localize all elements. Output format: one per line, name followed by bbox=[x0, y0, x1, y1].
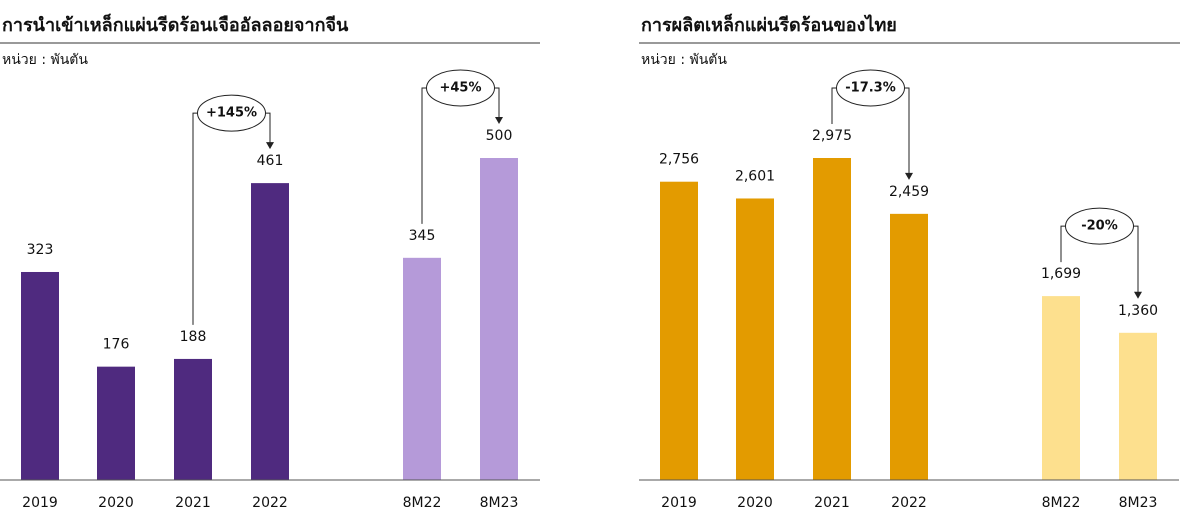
annotation-line bbox=[421, 87, 427, 224]
annotation-line bbox=[831, 87, 837, 124]
value-label: 2,975 bbox=[812, 128, 852, 144]
bar bbox=[736, 198, 774, 481]
annotation-line bbox=[265, 112, 271, 144]
value-label: 2,459 bbox=[889, 184, 929, 200]
bar bbox=[403, 257, 441, 480]
chart-subtitle: หน่วย : พันตัน bbox=[641, 52, 727, 68]
value-label: 1,699 bbox=[1041, 266, 1081, 282]
bar bbox=[660, 181, 698, 480]
bar bbox=[813, 158, 851, 480]
bar bbox=[251, 183, 289, 480]
bar bbox=[1119, 332, 1157, 480]
annotation-bubble bbox=[1065, 207, 1134, 245]
bar bbox=[97, 366, 135, 480]
annotation-arrow bbox=[1134, 291, 1142, 299]
x-tick-label: 2020 bbox=[98, 495, 134, 511]
annotation-arrow bbox=[495, 117, 503, 124]
annotation-bubble bbox=[426, 69, 495, 107]
x-tick-label: 2019 bbox=[661, 495, 697, 511]
x-tick-label: 2022 bbox=[252, 495, 288, 511]
annotation-line bbox=[1133, 225, 1139, 293]
x-tick-label: 2019 bbox=[22, 495, 58, 511]
value-label: 461 bbox=[257, 153, 284, 169]
value-label: 1,360 bbox=[1118, 303, 1158, 319]
annotation-arrow bbox=[905, 172, 913, 180]
x-tick-label: 8M23 bbox=[480, 495, 519, 511]
value-label: 2,756 bbox=[659, 152, 699, 168]
bar bbox=[480, 158, 518, 480]
value-label: 323 bbox=[27, 242, 54, 258]
annotation-line bbox=[192, 112, 198, 325]
x-tick-label: 8M23 bbox=[1119, 495, 1158, 511]
x-tick-label: 2021 bbox=[814, 495, 850, 511]
annotation-text: -17.3% bbox=[845, 81, 896, 96]
value-label: 2,601 bbox=[735, 168, 775, 184]
x-tick-label: 2020 bbox=[737, 495, 773, 511]
value-label: 345 bbox=[409, 228, 436, 244]
bar bbox=[890, 213, 928, 480]
annotation-text: -20% bbox=[1081, 219, 1118, 234]
chart-title: การนำเข้าเหล็กแผ่นรีดร้อนเจืออัลลอยจากจี… bbox=[2, 13, 349, 36]
annotation-line bbox=[1060, 225, 1066, 263]
chart-title: การผลิตเหล็กแผ่นรีดร้อนของไทย bbox=[641, 13, 897, 36]
annotation-text: +145% bbox=[206, 106, 257, 121]
bar bbox=[21, 271, 59, 480]
x-tick-label: 8M22 bbox=[1042, 495, 1081, 511]
annotation-bubble bbox=[197, 94, 266, 132]
annotation-line bbox=[494, 87, 500, 118]
chart-subtitle: หน่วย : พันตัน bbox=[2, 52, 88, 68]
value-label: 500 bbox=[486, 128, 513, 144]
x-tick-label: 8M22 bbox=[403, 495, 442, 511]
bar bbox=[174, 358, 212, 480]
value-label: 176 bbox=[103, 337, 130, 353]
bar bbox=[1042, 296, 1080, 480]
value-label: 188 bbox=[180, 329, 207, 345]
x-tick-label: 2022 bbox=[891, 495, 927, 511]
annotation-arrow bbox=[266, 142, 274, 150]
annotation-text: +45% bbox=[439, 81, 481, 96]
annotation-bubble bbox=[836, 69, 905, 107]
x-tick-label: 2021 bbox=[175, 495, 211, 511]
annotation-line bbox=[904, 87, 910, 174]
